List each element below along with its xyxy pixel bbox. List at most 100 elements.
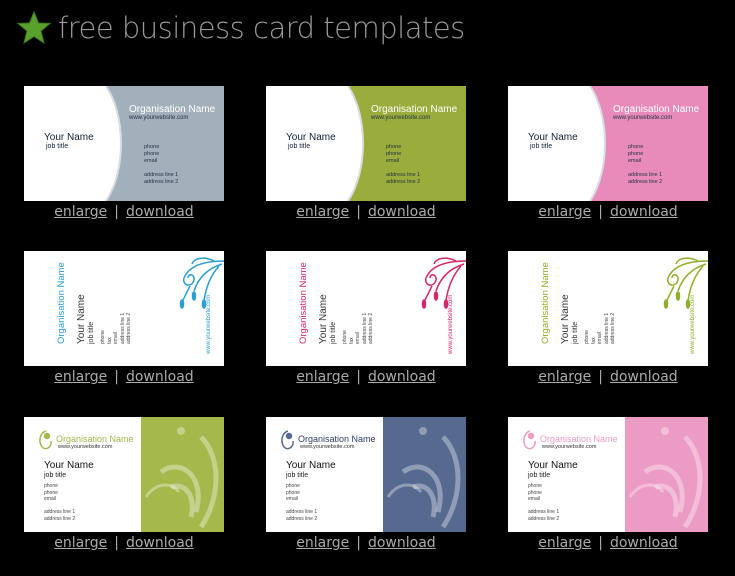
swirl-ornament-icon [386,427,461,529]
download-link[interactable]: download [367,204,436,220]
card-org-name: Organisation Name [371,104,458,115]
card-detail-line: phone [44,483,58,489]
card-preview[interactable]: Organisation Name Your Name job title ph… [24,251,224,366]
card-curve-shape [347,86,466,201]
card-job-title: job title [46,143,69,150]
org-logo-icon [39,430,52,450]
enlarge-link[interactable]: enlarge [538,369,592,385]
card-details: phone phone email address line 1 address li… [44,483,75,522]
card-name: Your Name [76,294,87,344]
card-detail-line: address line 1 [44,509,76,515]
link-separator: | [114,369,119,385]
card-org-name: Organisation Name [298,434,376,444]
enlarge-link[interactable]: enlarge [538,535,592,551]
card-curve-shape [105,86,224,201]
template-item: Organisation Name www.yourwebsite.com Yo… [508,86,708,220]
enlarge-link[interactable]: enlarge [538,204,592,220]
card-detail-line: address line 2 [386,179,421,185]
page-header: free business card templates [16,10,465,46]
card-preview[interactable]: Organisation Name www.yourwebsite.com Yo… [24,86,224,201]
card-preview[interactable]: Organisation Name Your Name job title ph… [266,251,466,366]
enlarge-link[interactable]: enlarge [54,204,108,220]
card-detail-line: phone [628,144,644,150]
enlarge-link[interactable]: enlarge [296,535,350,551]
enlarge-link[interactable]: enlarge [296,369,350,385]
card-preview[interactable]: Organisation Name Your Name job title ph… [508,251,708,366]
download-link[interactable]: download [125,369,194,385]
card-detail-line: address line 1 [528,509,560,515]
card-org-name: Organisation Name [56,262,67,344]
card-detail-line: address line 2 [126,312,132,344]
card-detail-line [628,165,662,172]
card-job-title: job title [528,472,551,479]
card-name: Your Name [44,132,94,143]
enlarge-link[interactable]: enlarge [54,369,108,385]
template-item: Organisation Name www.yourwebsite.com Yo… [24,417,224,551]
card-detail-line: phone [44,489,58,496]
card-links: enlarge | download [508,369,708,385]
enlarge-link[interactable]: enlarge [54,535,108,551]
card-detail-line: phone [628,151,644,157]
card-name: Your Name [286,132,336,143]
card-org-name: Organisation Name [298,262,309,344]
card-detail-line: phone [144,151,160,157]
download-link[interactable]: download [609,204,678,220]
card-detail-line: email [386,158,400,164]
enlarge-link[interactable]: enlarge [296,204,350,220]
card-details: phone fax email address line 1 address line … [342,313,375,344]
card-detail-line [386,165,420,172]
card-preview[interactable]: Organisation Name www.yourwebsite.com Yo… [508,86,708,201]
card-detail-line: phone [286,489,300,496]
download-link[interactable]: download [609,369,678,385]
card-detail-line: email [144,158,158,164]
card-name: Your Name [528,460,578,471]
card-color-panel [383,417,466,532]
card-curve-shape [589,86,708,201]
card-preview[interactable]: Organisation Name www.yourwebsite.com Yo… [266,86,466,201]
org-logo-icon [523,430,536,450]
template-item: Organisation Name www.yourwebsite.com Yo… [24,86,224,220]
download-link[interactable]: download [367,369,436,385]
template-item: Organisation Name www.yourwebsite.com Yo… [266,417,466,551]
card-preview[interactable]: Organisation Name www.yourwebsite.com Yo… [266,417,466,532]
link-separator: | [598,204,603,220]
card-detail-line: address line 1 [144,172,179,178]
card-preview[interactable]: Organisation Name www.yourwebsite.com Yo… [24,417,224,532]
card-links: enlarge | download [266,204,466,220]
card-detail-line: email [528,496,540,502]
card-details: phone phone email address line 1 address li… [386,144,420,186]
download-link[interactable]: download [125,535,194,551]
card-detail-line: address line 1 [286,509,318,515]
card-detail-line: address line 1 [386,172,421,178]
card-detail-line: address line 2 [144,179,179,185]
card-links: enlarge | download [24,369,224,385]
download-link[interactable]: download [609,535,678,551]
card-detail-line: address line 2 [44,515,76,522]
card-detail-line: phone [528,483,542,489]
card-links: enlarge | download [266,369,466,385]
floral-ornament-icon [421,257,466,309]
link-separator: | [114,535,119,551]
card-org-name: Organisation Name [540,262,551,344]
template-item: Organisation Name Your Name job title ph… [24,251,224,385]
link-separator: | [114,204,119,220]
card-job-title: job title [330,321,337,344]
card-links: enlarge | download [24,535,224,551]
card-name: Your Name [44,460,94,471]
card-preview[interactable]: Organisation Name www.yourwebsite.com Yo… [508,417,708,532]
card-details: phone phone email address line 1 address li… [286,483,317,522]
swirl-ornament-icon [144,427,219,529]
card-job-title: job title [88,321,95,344]
download-link[interactable]: download [367,535,436,551]
link-separator: | [356,204,361,220]
floral-ornament-icon [179,257,224,309]
card-website: www.yourwebsite.com [542,444,597,450]
download-link[interactable]: download [125,204,194,220]
link-separator: | [598,535,603,551]
card-job-title: job title [44,472,67,479]
card-detail-line: phone [528,489,542,496]
card-website: www.yourwebsite.com [613,115,673,121]
card-detail-line: phone [144,144,160,150]
template-item: Organisation Name www.yourwebsite.com Yo… [266,86,466,220]
card-org-name: Organisation Name [129,104,216,115]
